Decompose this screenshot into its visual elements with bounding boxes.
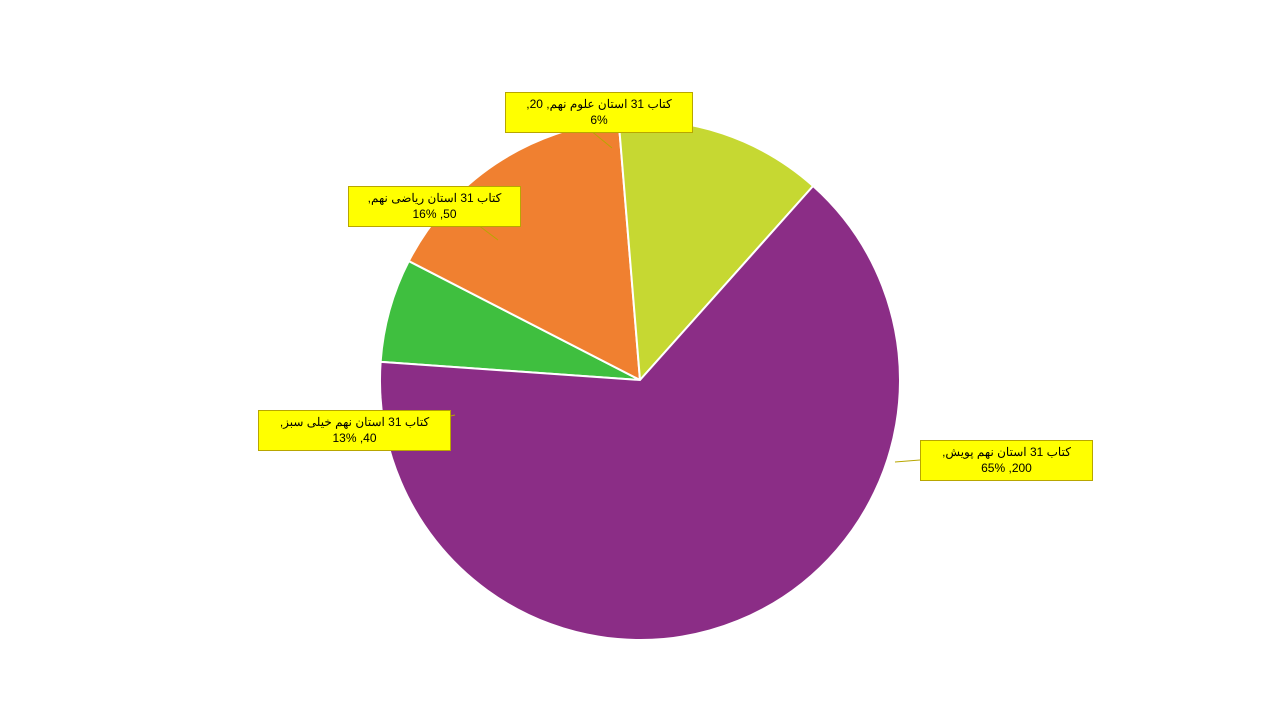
- slice-green-label-line2: 40, 13%: [267, 431, 442, 447]
- slice-pouyesh-label-line1: کتاب 31 استان نهم پویش,: [929, 445, 1084, 461]
- slice-pouyesh-leader: [895, 460, 920, 462]
- slice-math-label-line1: کتاب 31 استان ریاضی نهم,: [357, 191, 512, 207]
- slice-math-label: کتاب 31 استان ریاضی نهم,50, 16%: [348, 186, 521, 227]
- slice-science-label: کتاب 31 استان علوم نهم, 20,6%: [505, 92, 693, 133]
- slice-green-label-line1: کتاب 31 استان نهم خیلی سبز,: [267, 415, 442, 431]
- slice-science-label-line2: 6%: [514, 113, 684, 129]
- pie-chart-container: کتاب 31 استان علوم نهم, 20,6%کتاب 31 است…: [0, 0, 1280, 720]
- slice-science-label-line1: کتاب 31 استان علوم نهم, 20,: [514, 97, 684, 113]
- slice-pouyesh-label: کتاب 31 استان نهم پویش,200, 65%: [920, 440, 1093, 481]
- slice-green-label: کتاب 31 استان نهم خیلی سبز,40, 13%: [258, 410, 451, 451]
- slice-math-label-line2: 50, 16%: [357, 207, 512, 223]
- slice-pouyesh-label-line2: 200, 65%: [929, 461, 1084, 477]
